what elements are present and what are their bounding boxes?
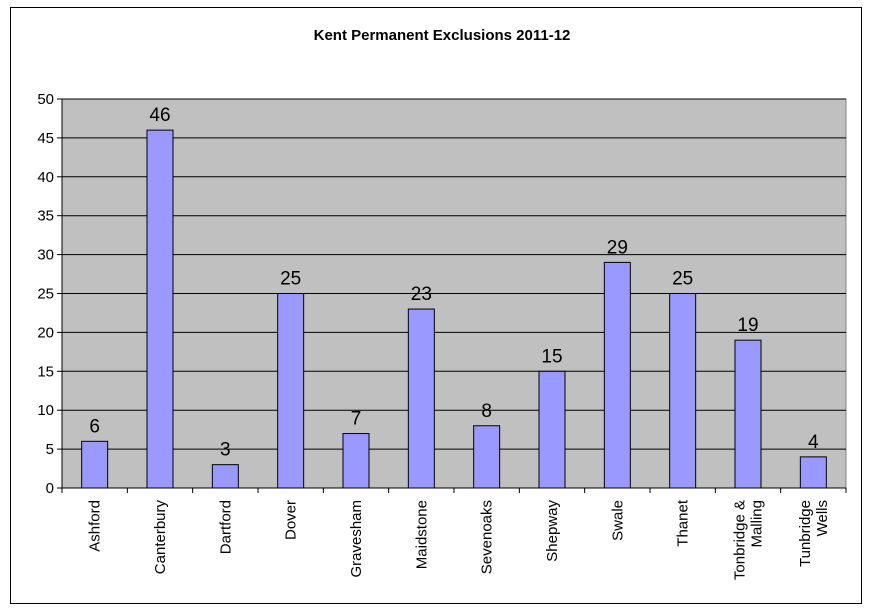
x-tick-label-group: Gravesham [348, 500, 365, 578]
chart-frame: Kent Permanent Exclusions 2011-12 6 46 3 25… [10, 7, 862, 604]
value-labels: 6 46 3 25 7 23 8 15 29 25 19 4 [89, 105, 819, 461]
chart-svg: Kent Permanent Exclusions 2011-12 6 46 3 25… [37, 27, 847, 580]
x-tick-label: Gravesham [348, 500, 365, 578]
bar-dover [277, 293, 305, 489]
data-label: 29 [607, 237, 628, 258]
x-tick-label: Sevenoaks [479, 500, 496, 574]
chart-title: Kent Permanent Exclusions 2011-12 [314, 27, 571, 44]
x-tick-label-group: Dover [283, 500, 300, 540]
data-label: 25 [280, 269, 301, 290]
x-tick-label-group: Thanet [675, 499, 692, 547]
x-tick-label: Wells [814, 500, 831, 536]
x-tick-label: Maidstone [413, 500, 430, 569]
x-tick-label: Dover [283, 500, 300, 540]
bar-ashford [81, 440, 109, 489]
x-tick-label: Malling [749, 500, 766, 548]
bar-tunbridge-wells [799, 456, 827, 489]
data-label: 8 [481, 401, 492, 422]
bar-sevenoaks [473, 425, 501, 489]
data-label: 4 [808, 432, 819, 453]
y-tick-label: 0 [46, 480, 54, 497]
y-tick-label: 30 [37, 247, 54, 264]
bar-swale [603, 261, 631, 489]
gridlines [62, 98, 846, 450]
y-tick-label: 50 [37, 91, 54, 108]
y-tick-label: 15 [37, 363, 54, 380]
data-label: 6 [89, 416, 100, 437]
data-label: 19 [737, 315, 758, 336]
x-tick-label: Ashford [87, 500, 104, 552]
bar-gravesham [342, 433, 370, 489]
y-axis: 0 5 10 15 20 25 30 35 40 45 50 [37, 91, 63, 497]
bar-thanet [669, 293, 697, 489]
x-tick-label-group: Shepway [544, 500, 561, 562]
x-tick-label-group: Swale [609, 500, 626, 541]
x-tick-label-group: Ashford [87, 500, 104, 552]
x-tick-label: Dartford [217, 500, 234, 554]
x-tick-label: Thanet [675, 499, 692, 547]
x-tick-label: Tunbridge [797, 500, 814, 567]
x-tick-label-group: Canterbury [152, 500, 169, 575]
x-tick-label: Tonbridge & [732, 500, 749, 580]
data-label: 15 [541, 346, 562, 367]
bar-maidstone [407, 308, 435, 489]
x-tick-label-group: Dartford [217, 500, 234, 554]
x-tick-label: Swale [609, 500, 626, 541]
data-label: 7 [351, 409, 362, 430]
x-tick-label-group: Tonbridge & Malling [732, 500, 766, 580]
y-tick-label: 25 [37, 286, 54, 303]
bar-shepway [538, 370, 566, 489]
bar-dartford [211, 464, 239, 489]
x-tick-label-group: Tunbridge Wells [797, 500, 831, 567]
data-label: 25 [672, 269, 693, 290]
data-label: 23 [411, 284, 432, 305]
y-tick-label: 35 [37, 208, 54, 225]
bar-tonbridge-malling [734, 339, 762, 489]
y-tick-label: 10 [37, 402, 54, 419]
x-tick-label: Canterbury [152, 500, 169, 575]
x-tick-label: Shepway [544, 500, 561, 562]
bar-canterbury [146, 129, 174, 489]
x-tick-label-group: Sevenoaks [479, 500, 496, 574]
y-tick-label: 5 [46, 441, 54, 458]
x-axis: Ashford Canterbury Dartford Dover Gravesham M… [61, 487, 847, 580]
data-label: 46 [149, 105, 170, 126]
data-label: 3 [220, 440, 231, 461]
x-tick-label-group: Maidstone [413, 500, 430, 569]
y-tick-label: 20 [37, 324, 54, 341]
y-tick-label: 45 [37, 130, 54, 147]
y-tick-label: 40 [37, 169, 54, 186]
